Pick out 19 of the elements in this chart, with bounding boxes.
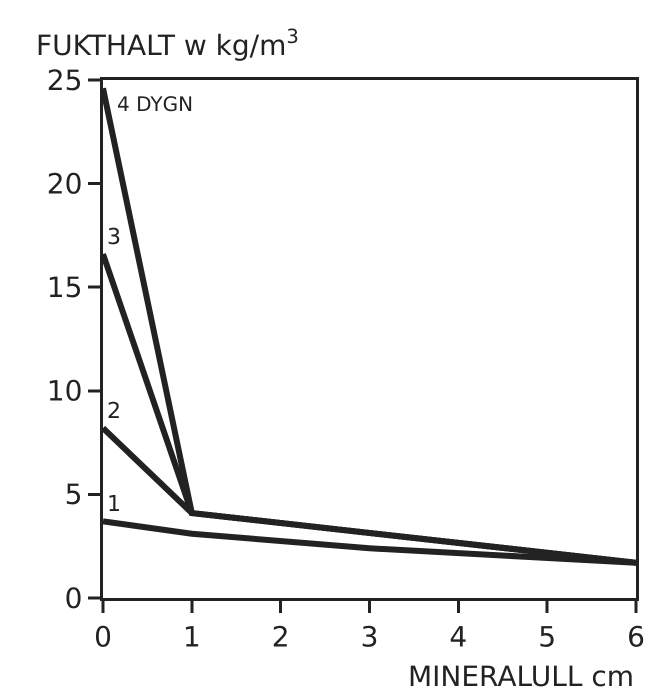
y-tick-label: 20 xyxy=(46,167,82,200)
x-tick-label: 2 xyxy=(272,620,290,654)
y-tick-label: 0 xyxy=(64,582,82,615)
x-tick-label: 6 xyxy=(627,620,645,654)
x-tick-label: 4 xyxy=(449,620,468,654)
series-label: 2 xyxy=(107,399,121,424)
series-label: 4 DYGN xyxy=(117,92,194,116)
series-label: 1 xyxy=(107,492,121,517)
y-tick-label: 25 xyxy=(46,64,82,97)
x-axis-title: MINERALULL cm xyxy=(408,660,634,693)
y-tick-label: 15 xyxy=(46,271,82,304)
series-label: 3 xyxy=(107,225,121,250)
x-tick-label: 0 xyxy=(94,620,112,654)
y-tick-label: 10 xyxy=(46,374,82,408)
x-tick-label: 5 xyxy=(538,620,556,654)
y-axis-title: FUKTHALT w kg/m$^{3}$ xyxy=(36,25,299,62)
y-tick-label: 5 xyxy=(64,478,82,512)
x-tick-label: 1 xyxy=(182,620,201,654)
x-tick-label: 3 xyxy=(360,620,378,654)
